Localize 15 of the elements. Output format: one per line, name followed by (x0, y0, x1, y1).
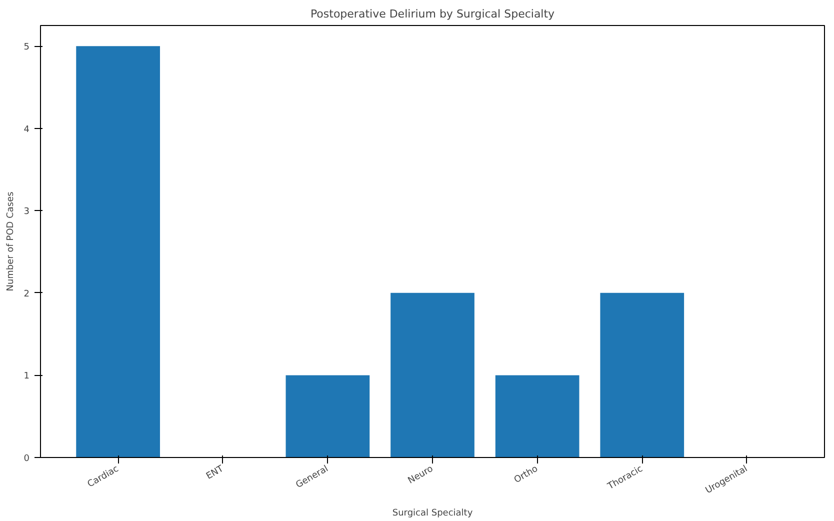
y-axis-title: Number of POD Cases (6, 191, 16, 292)
x-axis-title: Surgical Specialty (392, 508, 474, 518)
y-tick-label: 4 (24, 124, 30, 135)
chart-title: Postoperative Delirium by Surgical Specialty (310, 8, 556, 20)
bar (76, 46, 160, 458)
y-tick-label: 5 (24, 42, 30, 53)
y-tick-label: 2 (24, 289, 30, 300)
y-tick-label: 1 (24, 372, 30, 382)
y-tick-label: 0 (24, 454, 30, 464)
bar (286, 375, 370, 458)
bar (390, 292, 474, 458)
x-tick-label: ENT (204, 464, 226, 482)
y-tick-label: 3 (24, 207, 30, 218)
bar (495, 375, 580, 458)
bar (600, 292, 684, 458)
